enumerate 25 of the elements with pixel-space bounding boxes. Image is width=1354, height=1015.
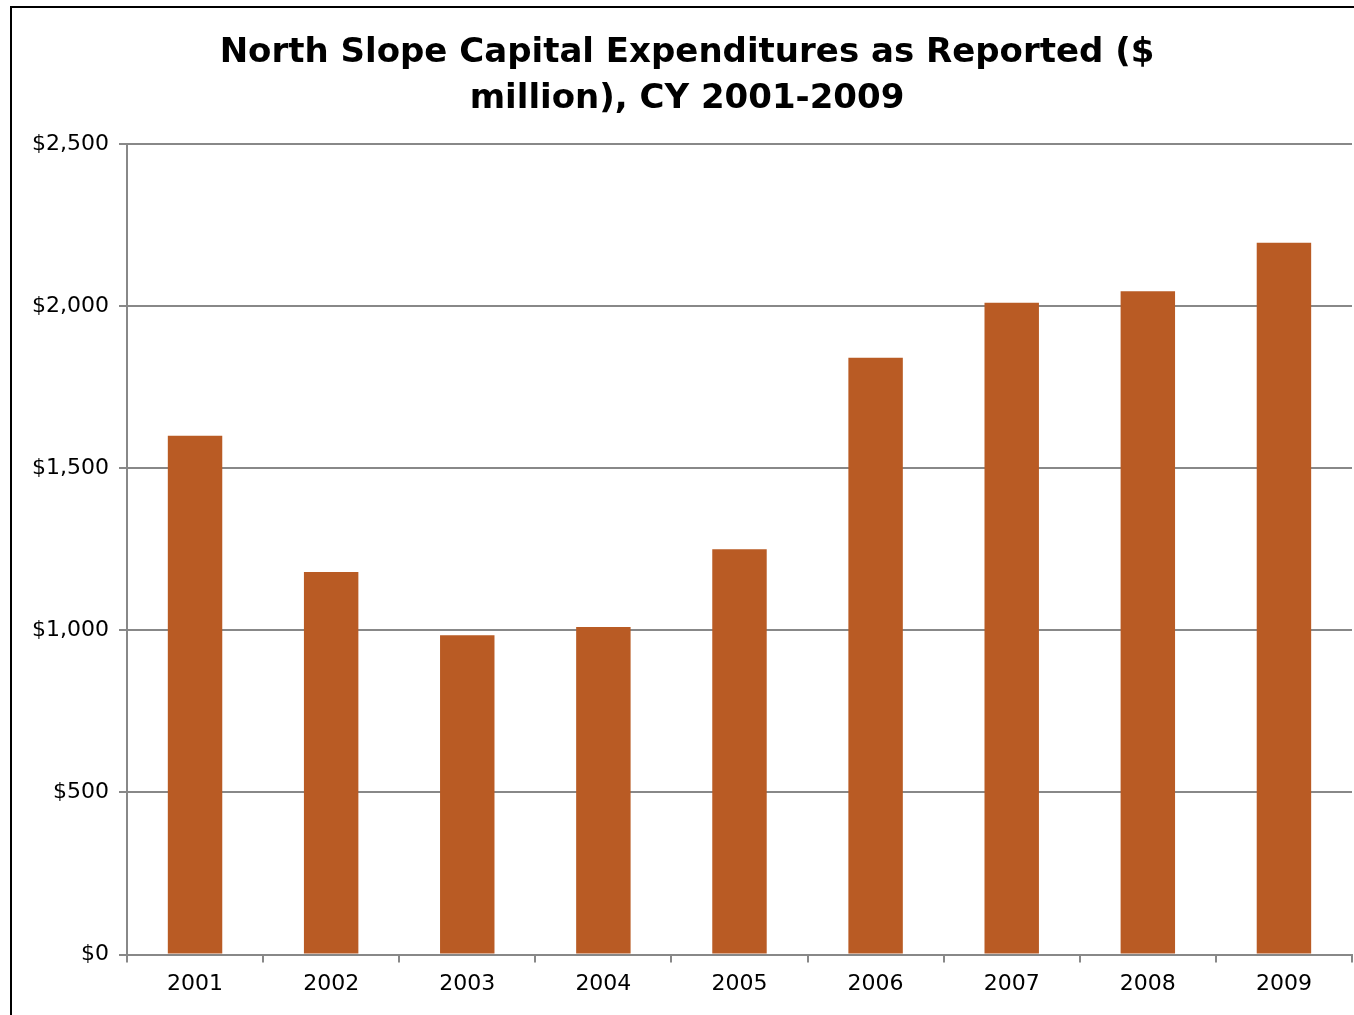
y-tick-label: $2,500 (31, 129, 109, 155)
bar (303, 571, 359, 954)
x-tick-label: 2007 (983, 969, 1040, 995)
bar (167, 435, 223, 954)
bar (440, 635, 495, 954)
bar (984, 302, 1039, 954)
bar (1256, 242, 1312, 954)
bar (1120, 291, 1176, 954)
y-tick-label: $500 (52, 778, 109, 804)
bar (848, 357, 903, 954)
bar (712, 549, 767, 954)
y-tick-label: $1,500 (31, 453, 109, 479)
x-tick-label: 2005 (711, 969, 768, 995)
x-tick-label: 2006 (847, 969, 904, 995)
x-tick-label: 2008 (1119, 969, 1176, 995)
x-tick-label: 2001 (167, 969, 224, 995)
x-tick-label: 2002 (303, 969, 360, 995)
y-tick-label: $2,000 (31, 291, 109, 317)
y-tick-label: $0 (80, 940, 109, 966)
x-tick-label: 2004 (575, 969, 632, 995)
bar (576, 627, 631, 954)
y-tick-label: $1,000 (31, 616, 109, 641)
x-tick-label: 2009 (1255, 969, 1312, 995)
x-tick-label: 2003 (439, 969, 496, 995)
chart-title: North Slope Capital Expenditures as Reported ($ million), CY 2001-2009 (219, 29, 1155, 116)
